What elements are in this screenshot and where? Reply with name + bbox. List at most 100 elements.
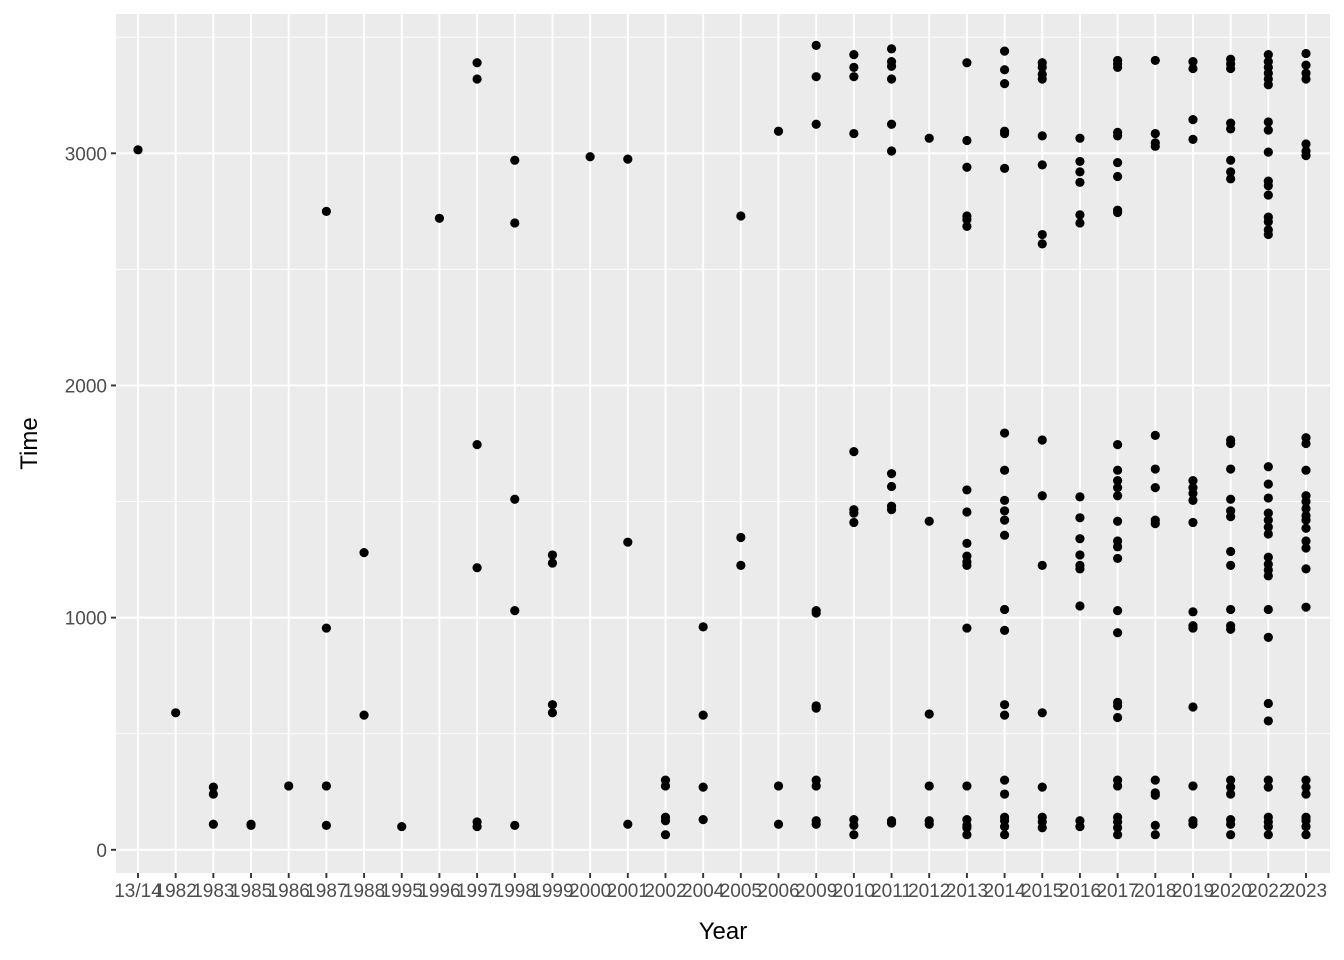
data-point (547, 708, 558, 718)
data-point (1037, 74, 1047, 84)
data-point (321, 623, 331, 633)
data-point (698, 782, 708, 792)
data-point (434, 213, 445, 223)
data-point (1113, 440, 1123, 450)
panel-background (116, 14, 1330, 873)
data-point (1263, 190, 1273, 200)
data-point (1075, 218, 1085, 228)
data-point (284, 781, 294, 791)
data-point (1188, 56, 1198, 67)
data-point (811, 40, 821, 50)
data-point (1263, 571, 1273, 581)
data-point (585, 152, 595, 162)
data-point (1188, 517, 1198, 528)
data-point (1263, 181, 1273, 191)
data-point (962, 560, 972, 570)
data-point (1188, 623, 1198, 633)
data-point (1263, 80, 1273, 90)
data-point (1113, 701, 1123, 711)
data-point (1263, 830, 1273, 840)
data-point (1263, 522, 1273, 532)
data-point (1263, 632, 1273, 642)
data-point (962, 781, 972, 791)
data-point (1113, 207, 1123, 218)
data-point (1301, 515, 1311, 525)
data-point (1113, 131, 1123, 141)
data-point (1150, 430, 1160, 440)
data-point (886, 146, 897, 156)
data-point (1113, 606, 1123, 616)
data-point (1113, 781, 1123, 791)
data-point (623, 819, 633, 829)
x-tick-label: 2013 (946, 881, 988, 902)
x-tick-label: 2002 (644, 881, 686, 902)
data-point (1188, 115, 1198, 125)
x-tick-label: 1986 (268, 881, 310, 902)
data-point (321, 820, 331, 831)
data-points (133, 40, 1311, 840)
data-point (321, 206, 331, 216)
data-point (1226, 438, 1236, 449)
data-point (1150, 820, 1160, 831)
data-point (849, 517, 859, 528)
data-point (1075, 167, 1085, 177)
data-point (886, 61, 897, 71)
data-point (1263, 698, 1273, 709)
x-tick-label: 1996 (418, 881, 460, 902)
data-point (547, 558, 558, 568)
data-point (1226, 464, 1236, 474)
data-point (472, 58, 482, 68)
data-point (886, 469, 897, 479)
data-point (1263, 604, 1273, 615)
data-point (1226, 775, 1236, 785)
data-point (208, 789, 218, 799)
x-tick-label: 1995 (381, 881, 423, 902)
data-point (510, 218, 520, 228)
x-tick-label: 2018 (1134, 881, 1176, 902)
data-point (924, 133, 934, 143)
x-tick-label: 2017 (1096, 881, 1138, 902)
data-point (1226, 63, 1236, 74)
data-point (849, 128, 859, 139)
data-point (849, 447, 859, 457)
data-point (849, 62, 859, 72)
data-point (1188, 63, 1198, 74)
data-point (1113, 553, 1123, 564)
data-point (1263, 508, 1273, 518)
data-point (698, 710, 708, 720)
data-point (1113, 628, 1123, 638)
data-point (1188, 607, 1198, 617)
data-point (1188, 781, 1198, 791)
data-point (321, 781, 331, 791)
data-point (1226, 512, 1236, 522)
data-point (660, 830, 671, 840)
data-point (1113, 171, 1123, 182)
data-point (1263, 229, 1273, 240)
x-tick-label: 2016 (1059, 881, 1101, 902)
data-point (623, 537, 633, 547)
data-point (962, 538, 972, 548)
data-point (1113, 542, 1123, 552)
x-tick-label: 13/14 (114, 881, 162, 902)
y-tick-label: 0 (96, 841, 107, 862)
data-point (999, 495, 1010, 505)
data-point (1301, 465, 1311, 475)
data-point (1037, 229, 1047, 240)
data-point (510, 606, 520, 616)
data-point (1301, 139, 1311, 149)
data-point (1150, 830, 1160, 840)
major-gridlines (116, 14, 1330, 873)
data-point (962, 823, 972, 833)
data-point (1263, 147, 1273, 157)
data-point (886, 74, 897, 84)
data-point (1188, 134, 1198, 144)
data-point (660, 816, 671, 826)
x-tick-label: 1998 (494, 881, 536, 902)
data-point (924, 709, 934, 719)
data-point (1226, 624, 1236, 634)
x-tick-label: 2020 (1210, 881, 1252, 902)
data-point (1301, 496, 1311, 507)
data-point (962, 830, 972, 840)
data-point (811, 608, 821, 618)
data-point (1037, 131, 1047, 141)
